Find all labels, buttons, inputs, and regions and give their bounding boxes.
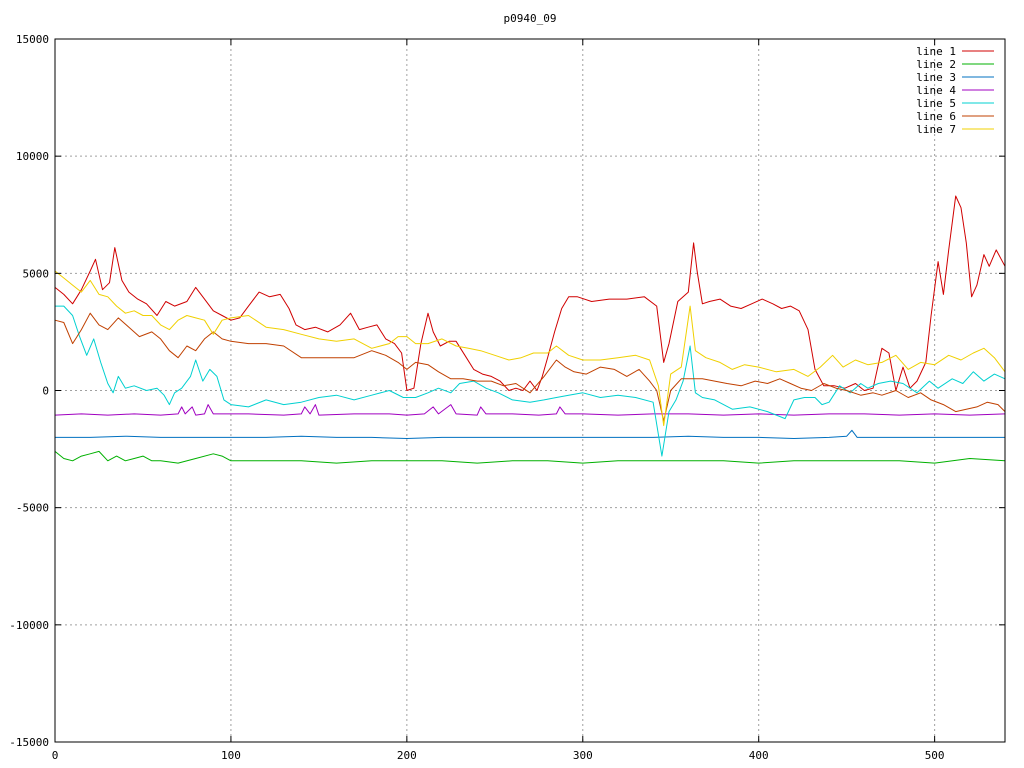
series-line-6 — [54, 312, 1006, 422]
x-tick-label: 100 — [221, 749, 241, 762]
series-line-5 — [55, 305, 1006, 457]
legend-label: line 7 — [916, 123, 956, 136]
x-tick-label: 400 — [749, 749, 769, 762]
legend-label: line 5 — [916, 97, 956, 110]
series-line-7 — [54, 270, 1006, 427]
series-line-3 — [55, 429, 1005, 439]
legend-label: line 2 — [916, 58, 956, 71]
legend-label: line 3 — [916, 71, 956, 84]
y-tick-label: 5000 — [23, 267, 50, 280]
x-tick-label: 200 — [397, 749, 417, 762]
legend-label: line 4 — [916, 84, 956, 97]
y-tick-label: 0 — [42, 385, 49, 398]
axis-ticks: 0 100 200 300 400 500 -15000 -10000 -5000 0 5000 10… — [9, 33, 1005, 762]
series-line-2 — [54, 450, 1006, 464]
grid-lines — [55, 39, 1005, 742]
series-line-1 — [54, 195, 1006, 391]
y-tick-label: -10000 — [9, 619, 49, 632]
y-tick-label: 10000 — [16, 150, 49, 163]
legend-label: line 6 — [916, 110, 956, 123]
series-line-4 — [54, 404, 1006, 416]
series-layer — [54, 195, 1006, 464]
legend-label: line 1 — [916, 45, 956, 58]
y-tick-label: -5000 — [16, 502, 49, 515]
x-tick-label: 0 — [52, 749, 59, 762]
x-tick-label: 500 — [925, 749, 945, 762]
x-tick-label: 300 — [573, 749, 593, 762]
chart-title: p0940_09 — [504, 12, 557, 25]
y-tick-label: -15000 — [9, 736, 49, 749]
y-tick-label: 15000 — [16, 33, 49, 46]
